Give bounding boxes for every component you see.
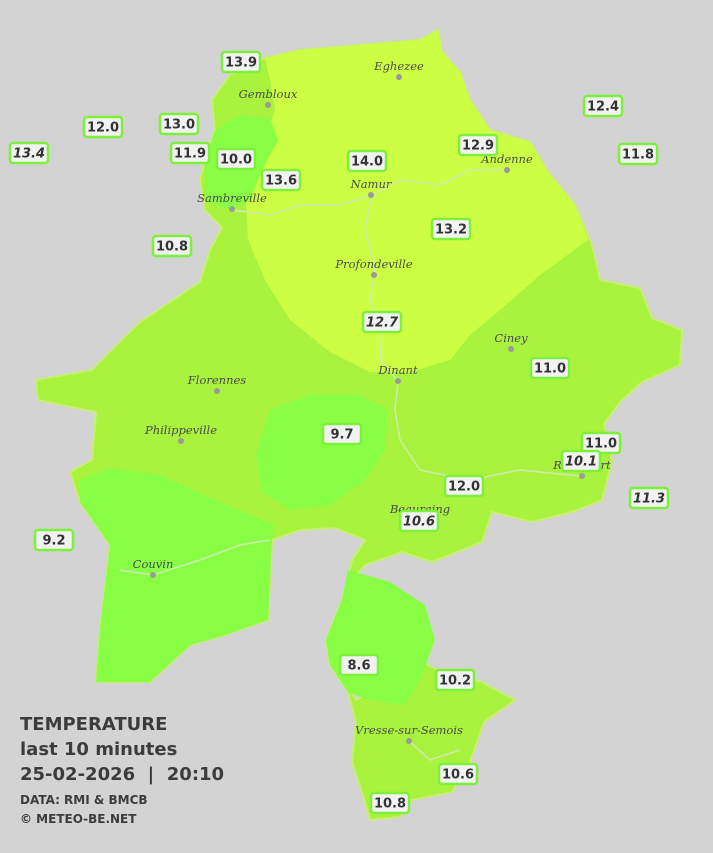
station-value: 13.0	[163, 118, 195, 133]
station-value: 10.2	[439, 674, 471, 689]
station-value: 9.7	[330, 428, 353, 443]
datetime: 25-02-2026 | 20:10	[20, 764, 224, 785]
station-box	[430, 217, 472, 241]
station-box	[437, 762, 479, 786]
station-value: 10.0	[220, 153, 252, 168]
station-box	[220, 50, 262, 74]
station-box	[338, 653, 380, 677]
station-value: 11.9	[174, 147, 206, 162]
station-value: 11.8	[622, 148, 654, 163]
title: TEMPERATURE	[20, 714, 167, 735]
town-label: Dinant	[377, 363, 418, 377]
warm-zone	[246, 30, 588, 372]
station-box	[215, 147, 257, 171]
town-label: Gembloux	[239, 87, 298, 101]
station-box	[346, 149, 388, 173]
station-value: 11.0	[534, 362, 566, 377]
station-value: 12.9	[462, 139, 494, 154]
town-dot	[579, 473, 585, 479]
town-dot	[371, 272, 377, 278]
station-value: 13.6	[265, 174, 297, 189]
station-value: 11.0	[585, 437, 617, 452]
station-value: 13.9	[225, 56, 257, 71]
station-box	[369, 791, 411, 815]
town-label: Profondeville	[334, 257, 412, 271]
town-label: Couvin	[133, 557, 174, 571]
station-box	[321, 422, 363, 446]
town-dot	[395, 378, 401, 384]
station-box	[398, 509, 440, 533]
town-dot	[368, 192, 374, 198]
town-label: Sambreville	[197, 191, 267, 205]
town-dot	[214, 388, 220, 394]
station-box	[33, 528, 75, 552]
station-box	[457, 133, 499, 157]
station-box	[158, 112, 200, 136]
town-dot	[396, 74, 402, 80]
town-label: Vresse-sur-Semois	[355, 723, 463, 737]
station-value: 10.8	[374, 797, 406, 812]
station-value: 10.8	[156, 240, 188, 255]
station-value: 10.1	[565, 455, 597, 470]
station-value: 13.2	[435, 223, 467, 238]
station-box	[560, 449, 602, 473]
station-value: 14.0	[351, 155, 383, 170]
town-label: Namur	[350, 177, 393, 191]
town-label: Philippeville	[144, 423, 217, 437]
station-value: 10.6	[442, 768, 474, 783]
station-box	[617, 142, 659, 166]
station-value: 9.2	[42, 534, 65, 549]
station-box	[443, 474, 485, 498]
station-value: 12.4	[587, 100, 619, 115]
town-dot	[150, 572, 156, 578]
town-label: Florennes	[187, 373, 247, 387]
subtitle: last 10 minutes	[20, 739, 177, 760]
credit: © METEO-BE.NET	[20, 812, 137, 826]
town-dot	[229, 206, 235, 212]
station-box	[361, 310, 403, 334]
station-value: 13.4	[13, 147, 45, 162]
station-box	[582, 94, 624, 118]
town-label: Eghezee	[373, 59, 424, 73]
station-box	[260, 168, 302, 192]
town-dot	[508, 346, 514, 352]
station-value: 12.0	[448, 480, 480, 495]
town-dot	[265, 102, 271, 108]
station-box	[169, 141, 211, 165]
station-box	[529, 356, 571, 380]
station-value: 12.0	[87, 121, 119, 136]
source: DATA: RMI & BMCB	[20, 793, 148, 807]
station-box	[82, 115, 124, 139]
town-label: Ciney	[494, 331, 528, 345]
station-box	[8, 141, 50, 165]
station-box	[628, 486, 670, 510]
station-value: 8.6	[347, 659, 370, 674]
cool-zone	[80, 468, 275, 682]
station-value: 11.3	[633, 492, 665, 507]
town-dot	[406, 738, 412, 744]
town-dot	[504, 167, 510, 173]
town-dot	[178, 438, 184, 444]
station-box	[151, 234, 193, 258]
station-value: 10.6	[403, 515, 435, 530]
station-box	[434, 668, 476, 692]
station-value: 12.7	[366, 316, 399, 331]
